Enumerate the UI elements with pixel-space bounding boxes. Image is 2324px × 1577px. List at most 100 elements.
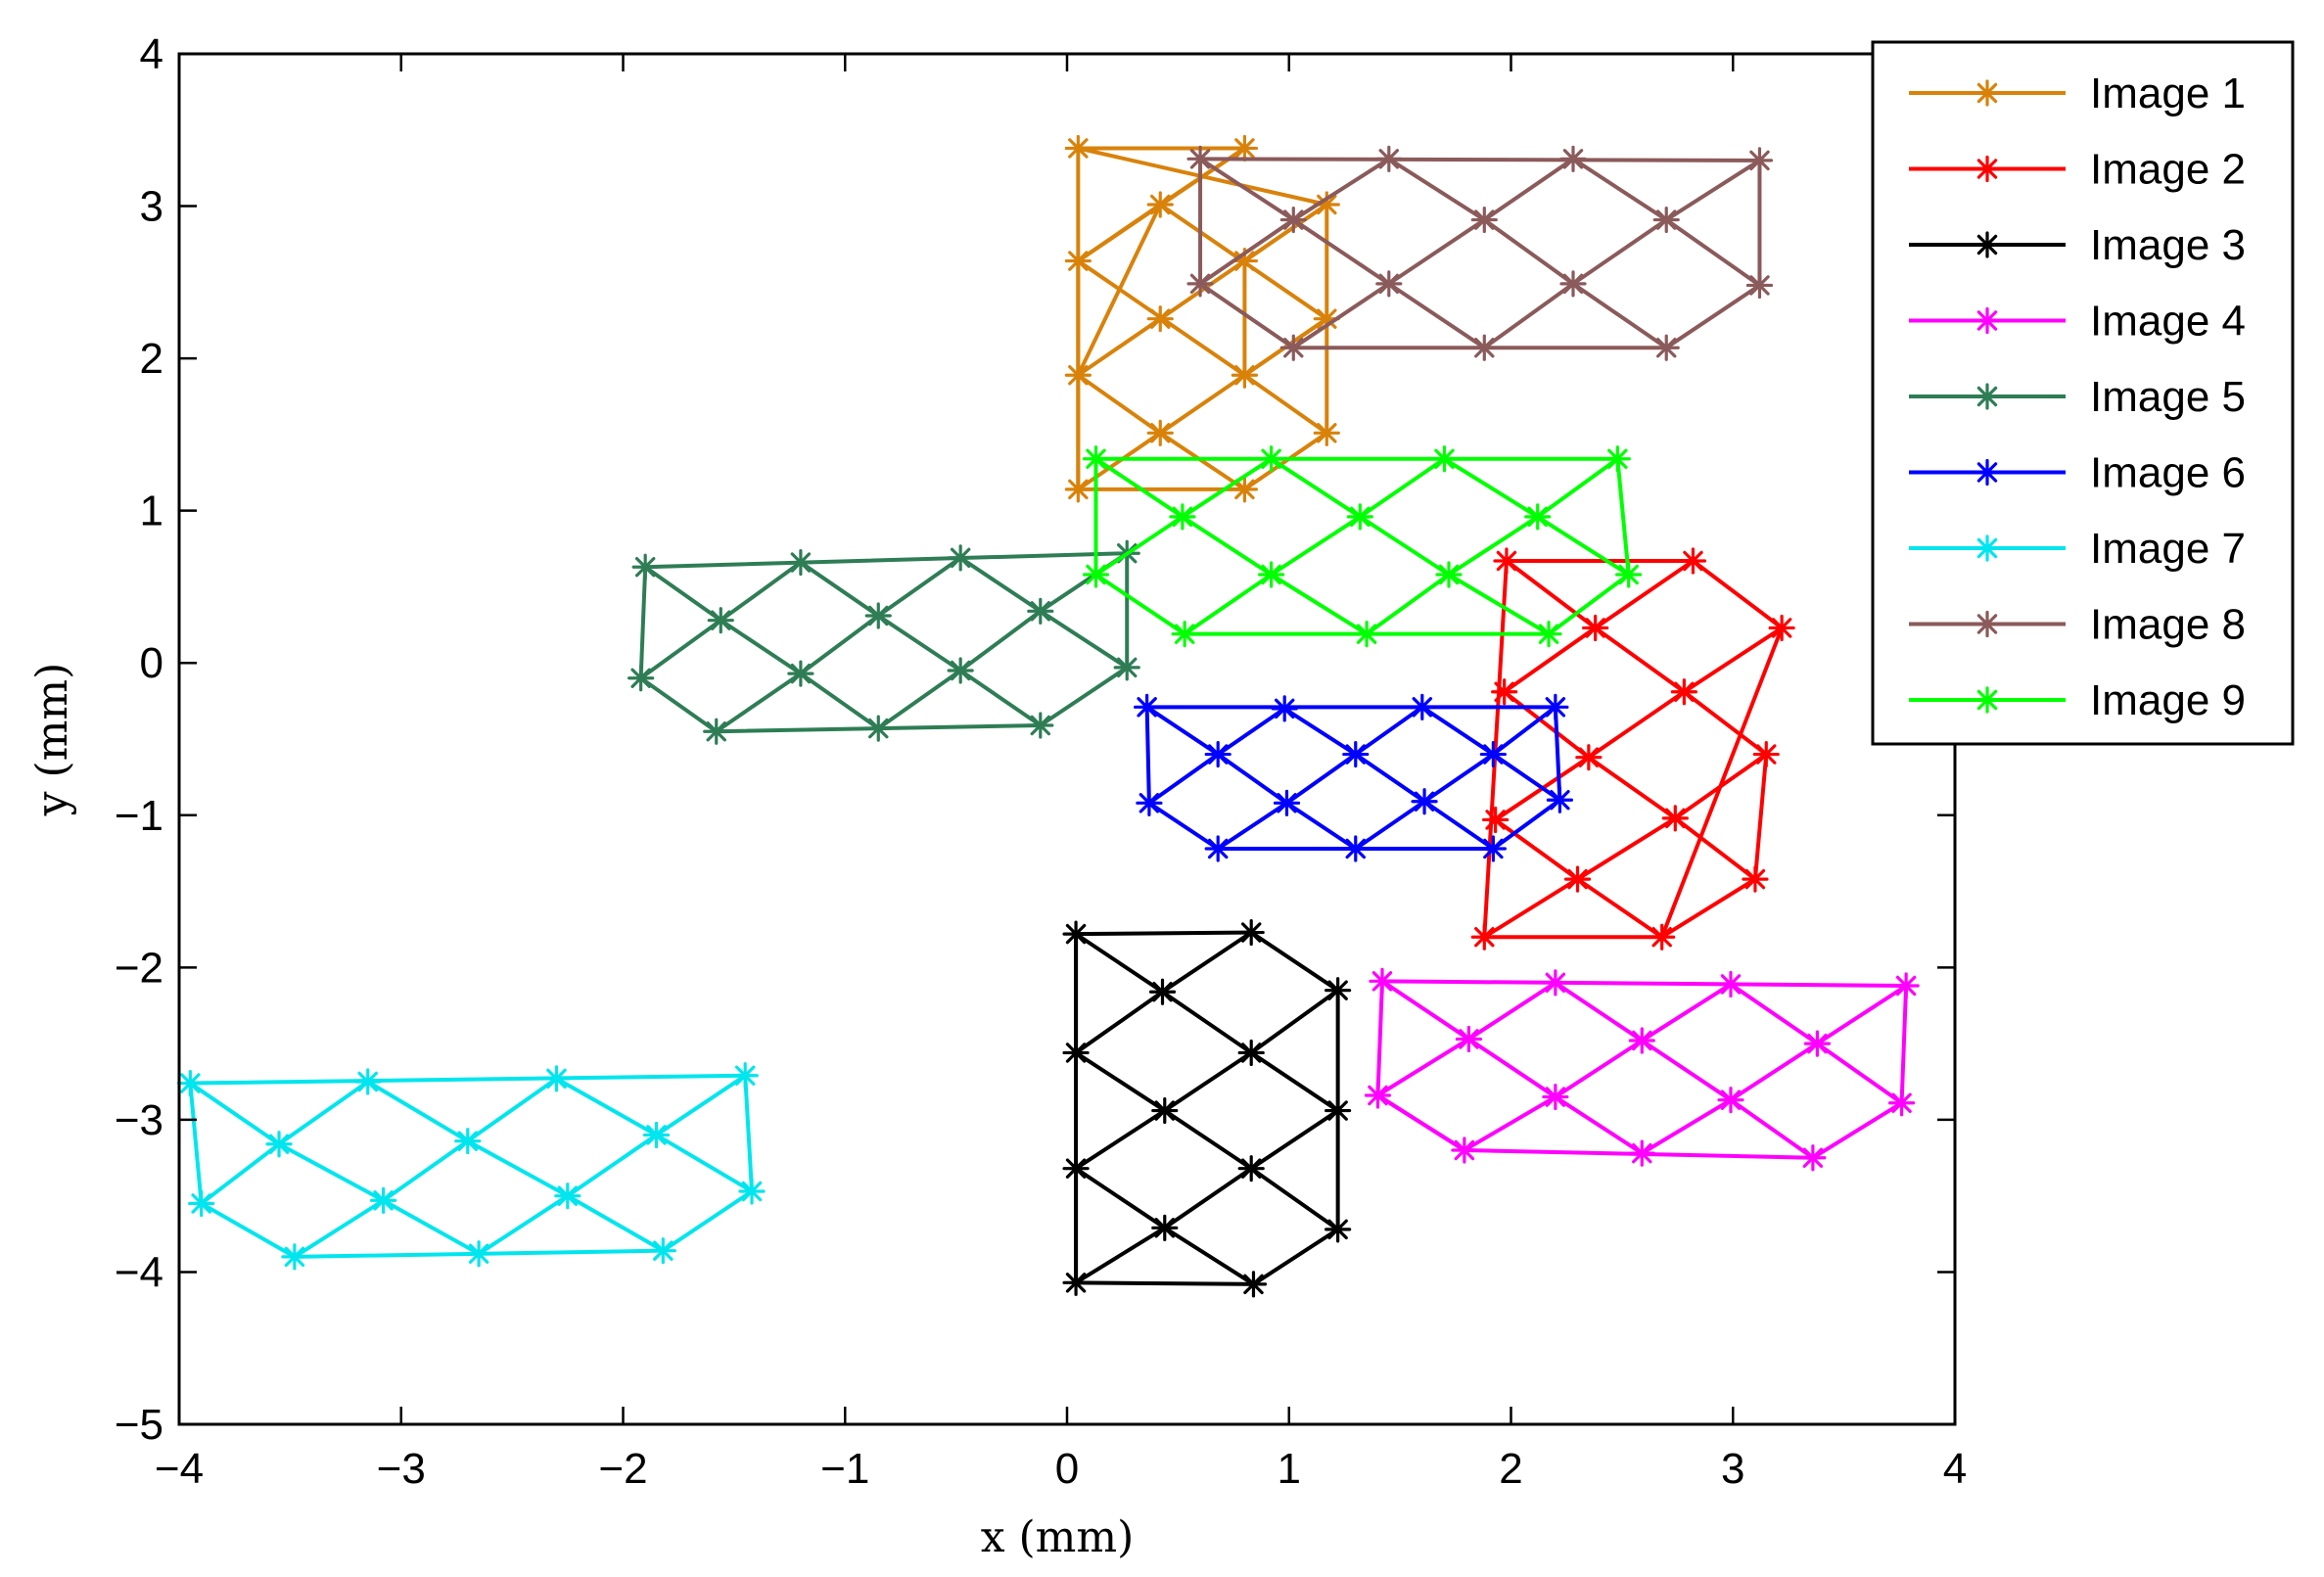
x-tick-label: 1 — [1278, 1445, 1301, 1493]
data-point — [1027, 597, 1054, 625]
data-point — [1742, 865, 1769, 893]
data-point — [1151, 1096, 1179, 1125]
data-point — [1615, 561, 1643, 588]
series-segment — [1353, 752, 1427, 804]
series-segment — [1284, 801, 1358, 851]
data-point — [1186, 270, 1214, 298]
series-image-7 — [176, 1062, 766, 1271]
series-segment — [1198, 281, 1296, 350]
series-segment — [1291, 281, 1391, 350]
series-segment — [743, 1073, 755, 1193]
series-segment — [1074, 1226, 1167, 1285]
x-tick-label: −3 — [377, 1445, 426, 1493]
series-segment — [1815, 984, 1909, 1046]
series-segment — [365, 1080, 470, 1143]
legend-marker — [1974, 231, 2001, 258]
series-segment — [1375, 979, 1384, 1097]
data-point — [542, 1065, 571, 1092]
data-point — [1342, 740, 1370, 768]
series-segment — [1162, 1050, 1254, 1113]
data-point — [1062, 1269, 1090, 1296]
legend-marker — [1974, 79, 2001, 107]
data-point — [1231, 476, 1259, 503]
data-point — [1151, 1214, 1179, 1241]
data-point — [1375, 145, 1403, 172]
series-segment — [1570, 217, 1669, 286]
series-segment — [1570, 281, 1669, 350]
data-point — [1768, 614, 1795, 642]
legend-entry-image-4: Image 4 — [1909, 298, 2246, 346]
data-point — [1027, 712, 1054, 739]
series-segment — [1752, 752, 1769, 882]
data-point — [1887, 1090, 1916, 1117]
legend-entry-image-7: Image 7 — [1909, 525, 2246, 573]
series-segment — [277, 1141, 386, 1203]
data-point — [1325, 1216, 1352, 1243]
series-segment — [643, 551, 1130, 570]
data-point — [649, 1237, 676, 1265]
series-segment — [277, 1080, 370, 1146]
series-segment — [1593, 626, 1687, 694]
data-point — [370, 1186, 397, 1214]
data-point — [454, 1128, 482, 1155]
data-point — [1435, 561, 1463, 588]
data-point — [1546, 786, 1573, 813]
legend-label: Image 7 — [2090, 525, 2246, 573]
series-segment — [1249, 1108, 1340, 1171]
series-segment — [565, 1133, 659, 1198]
series-segment — [1386, 281, 1487, 350]
data-point — [1470, 334, 1498, 361]
series-segment — [554, 1076, 659, 1137]
series-segment — [1419, 705, 1496, 757]
series-segment — [1502, 689, 1591, 760]
series-segment — [1615, 456, 1631, 577]
x-tick-label: 3 — [1721, 1445, 1744, 1493]
series-segment — [188, 1073, 748, 1086]
series-segment — [1386, 157, 1487, 222]
series-segment — [1216, 752, 1289, 806]
series-segment — [1379, 979, 1471, 1042]
series-segment — [292, 1198, 386, 1259]
series-segment — [1442, 456, 1540, 519]
series-segment — [1162, 1108, 1254, 1171]
series-segment — [1575, 877, 1664, 940]
data-point — [1542, 693, 1569, 720]
series-segment — [1673, 815, 1757, 882]
series-segment — [638, 618, 723, 680]
series-segment — [1575, 815, 1678, 882]
data-point — [281, 1243, 308, 1271]
data-point — [1652, 334, 1680, 361]
y-tick-label: −5 — [115, 1401, 163, 1449]
data-point — [1273, 789, 1301, 816]
data-point — [1375, 270, 1403, 298]
series-segment — [1162, 1226, 1256, 1286]
y-tick-label: −1 — [115, 792, 163, 840]
series-segment — [1673, 752, 1769, 820]
series-segment — [798, 560, 881, 618]
data-point — [787, 548, 814, 577]
y-tick-label: −4 — [115, 1248, 163, 1296]
series-segment — [1358, 514, 1452, 577]
legend-entry-image-6: Image 6 — [1909, 449, 2246, 497]
series-segment — [1664, 217, 1762, 288]
legend-marker — [1974, 686, 2001, 714]
series-segment — [1728, 1042, 1820, 1102]
series-segment — [1482, 281, 1575, 350]
data-point — [1353, 621, 1380, 648]
series-segment — [1482, 217, 1575, 286]
data-point — [1325, 1096, 1352, 1125]
series-image-2 — [1470, 547, 1795, 951]
data-point — [1430, 445, 1459, 473]
legend-marker — [1974, 610, 2001, 638]
series-segment — [1076, 316, 1163, 378]
data-point — [1369, 967, 1396, 995]
series-segment — [1074, 1050, 1167, 1113]
series-segment — [1375, 1093, 1466, 1152]
series-segment — [1728, 982, 1820, 1046]
data-point — [1231, 134, 1259, 162]
data-point — [1491, 678, 1518, 706]
series-segment — [1491, 752, 1562, 803]
series-segment — [1074, 930, 1254, 937]
series-segment — [1249, 930, 1340, 993]
legend-marker — [1974, 155, 2001, 183]
